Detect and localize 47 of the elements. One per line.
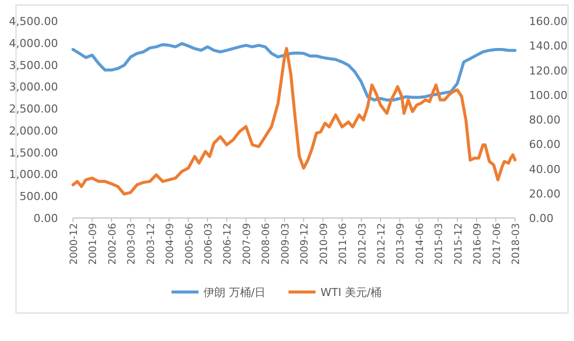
x-tick-label: 2012-03 — [357, 223, 368, 265]
x-tick-label: 2009-03 — [280, 223, 292, 265]
y-tick-label: 1,000.00 — [9, 168, 58, 182]
x-tick-label: 2008-06 — [261, 223, 272, 265]
x-tick-label: 2003-12 — [146, 223, 157, 265]
y2-tick-label: 40.00 — [529, 162, 560, 176]
y-tick-label: 4,500.00 — [9, 15, 58, 28]
x-tick-label: 2006-03 — [204, 223, 215, 265]
x-tick-label: 2000-12 — [69, 223, 80, 265]
x-tick-label: 2015-03 — [434, 223, 446, 265]
x-tick-label: 2009-12 — [300, 223, 311, 265]
line-series — [72, 42, 516, 102]
x-tick-label: 2013-09 — [396, 223, 407, 265]
x-tick-label: 2014-06 — [414, 223, 426, 265]
x-tick-label: 2006-12 — [222, 223, 234, 265]
x-tick-label: 2003-03 — [126, 223, 138, 265]
line-series — [72, 46, 516, 196]
x-tick-label: 2012-12 — [376, 223, 388, 265]
y-tick-label: 0.00 — [34, 212, 58, 225]
x-tick-label: 2015-12 — [453, 223, 464, 265]
x-tick-label: 2016-09 — [472, 223, 484, 265]
x-tick-label: 2017-06 — [492, 223, 503, 265]
legend-label: 伊朗 万桶/日 — [204, 286, 266, 299]
legend-label: WTI 美元/桶 — [320, 286, 382, 299]
x-tick-label: 2005-06 — [184, 223, 196, 265]
x-tick-label: 2010-09 — [318, 223, 330, 265]
y-tick-label: 500.00 — [20, 190, 58, 204]
y-tick-label: 2,500.00 — [9, 102, 58, 116]
y2-tick-label: 20.00 — [529, 187, 560, 200]
x-tick-label: 2001-09 — [88, 223, 100, 265]
y2-tick-label: 60.00 — [529, 138, 560, 152]
x-tick-label: 2002-06 — [107, 223, 118, 265]
y-tick-label: 1,500.00 — [9, 146, 58, 160]
y2-tick-label: 120.00 — [529, 64, 568, 78]
y-tick-label: 3,500.00 — [9, 58, 58, 72]
y2-tick-label: 100.00 — [529, 88, 568, 102]
y2-tick-label: 80.00 — [529, 114, 560, 126]
x-tick-label: 2004-09 — [165, 223, 176, 265]
y2-tick-label: 140.00 — [529, 40, 568, 53]
y2-tick-label: 0.00 — [529, 212, 554, 225]
y-tick-label: 3,000.00 — [9, 80, 58, 94]
x-tick-label: 2007-09 — [242, 223, 253, 265]
y2-tick-label: 160.00 — [529, 15, 568, 28]
y-tick-label: 4,000.00 — [9, 36, 58, 50]
x-tick-label: 2018-03 — [511, 223, 522, 265]
x-tick-label: 2011-06 — [338, 223, 350, 265]
y-tick-label: 2,000.00 — [9, 124, 58, 138]
